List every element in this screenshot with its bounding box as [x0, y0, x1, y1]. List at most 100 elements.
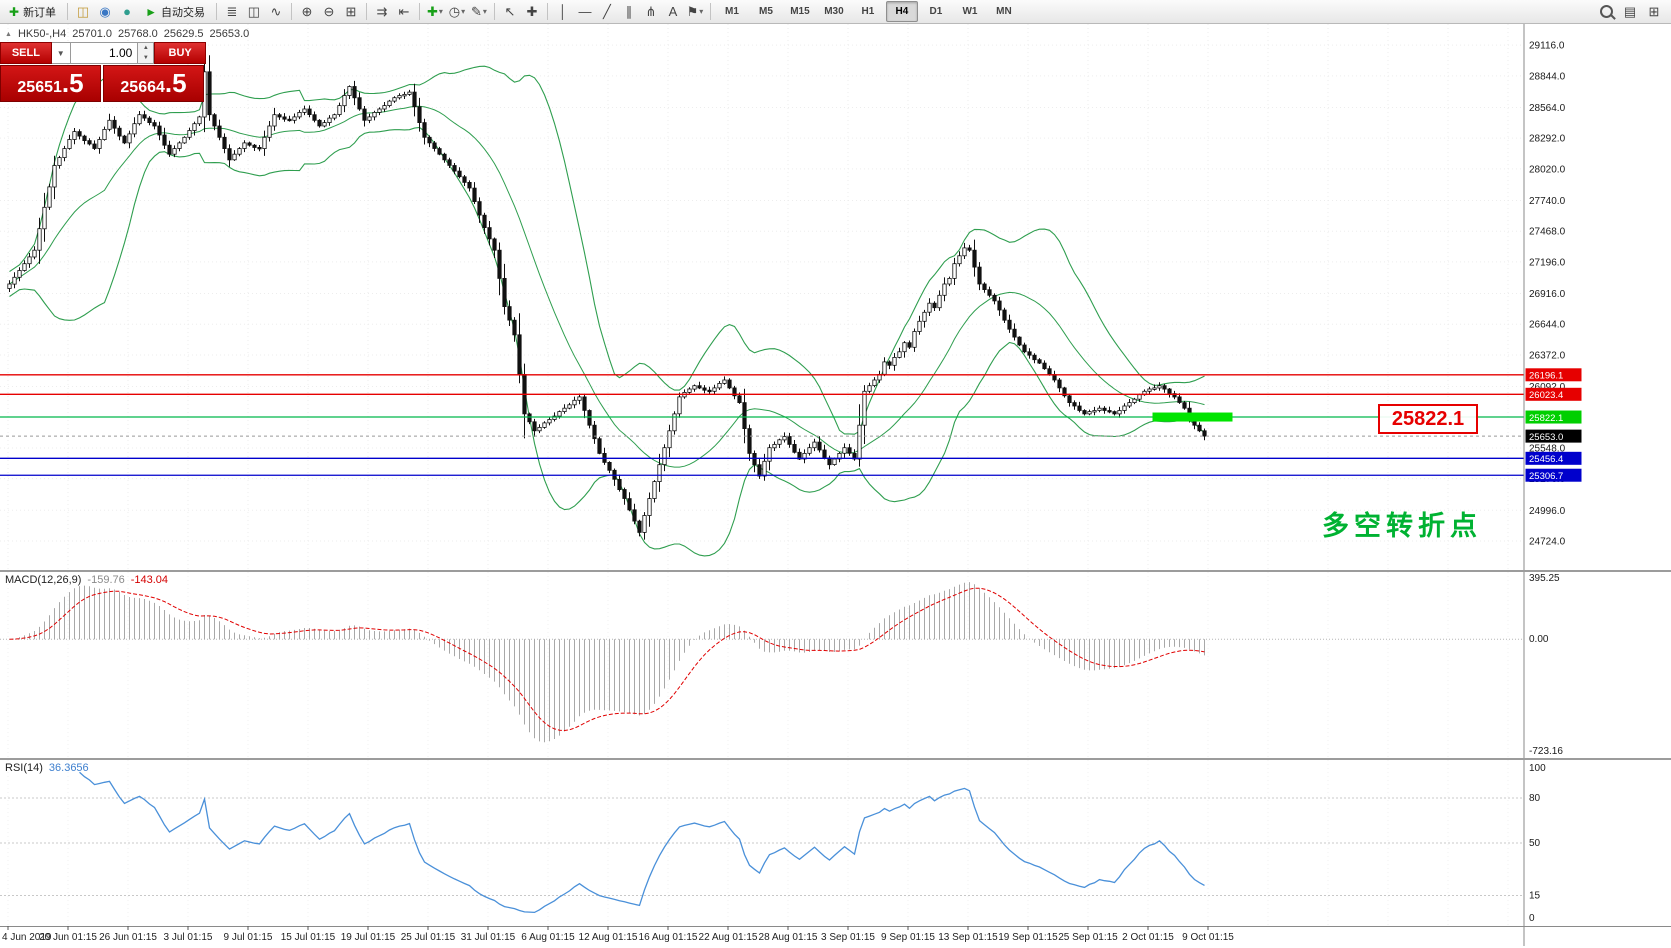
chart-shift-icon: ⇤: [398, 3, 410, 19]
rsi-canvas[interactable]: 100 80 50 15 0: [0, 760, 1671, 926]
level-lines[interactable]: [0, 374, 1524, 476]
time-axis-label: 9 Oct 01:15: [1182, 932, 1234, 943]
time-axis-label: 25 Jul 01:15: [401, 932, 456, 943]
timeframe-d1[interactable]: D1: [929, 6, 943, 17]
indicators-icon[interactable]: ✚ ▾: [424, 2, 446, 22]
zoom-in-icon[interactable]: ⊕: [296, 2, 318, 22]
timeframe-h1[interactable]: H1: [861, 6, 875, 17]
timeframe-m30[interactable]: M30: [824, 6, 844, 17]
toolbar-separator: [290, 3, 292, 20]
vertical-line-icon[interactable]: │: [552, 2, 574, 22]
macd-canvas[interactable]: 395.25 0.00 -723.16: [0, 572, 1671, 758]
price-tag: 25653.0: [1525, 429, 1582, 443]
toolbar-separator: [215, 3, 217, 20]
cursor-icon[interactable]: ↖: [499, 2, 521, 22]
rsi-label: RSI(14) 36.3656: [5, 762, 89, 774]
new-chart-icon[interactable]: ⊞: [1648, 3, 1660, 19]
tile-windows-icon[interactable]: ⊞: [340, 2, 362, 22]
new-order-button-label: 新订单: [23, 6, 57, 19]
price-axis[interactable]: [1524, 24, 1671, 570]
templates-icon[interactable]: ✎ ▾: [468, 2, 490, 22]
chart-high: 25768.0: [118, 28, 158, 40]
zoom-out-icon[interactable]: ⊖: [318, 2, 340, 22]
line-chart-type-icon: ∿: [270, 3, 282, 19]
volume-input[interactable]: 1.00: [70, 42, 139, 64]
sell-button[interactable]: SELL: [0, 42, 52, 64]
time-axis-label: 4 Jun 2019: [2, 932, 52, 943]
bar-chart-type-icon[interactable]: ≣: [221, 2, 243, 22]
rsi-panel[interactable]: 100 80 50 15 0 RSI(14) 36.3656: [0, 760, 1671, 926]
label-flag-icon: ⚑: [686, 3, 699, 19]
indicators-icon: ✚: [426, 3, 438, 19]
svg-text:26644.0: 26644.0: [1529, 320, 1566, 331]
time-axis-label: 25 Sep 01:15: [1058, 932, 1118, 943]
timeframe-m5[interactable]: M5: [759, 6, 773, 17]
autotrading-button[interactable]: ► 自动交易: [138, 2, 212, 22]
dropdown-caret-icon: ▾: [438, 7, 443, 16]
auto-scroll-icon[interactable]: ⇉: [371, 2, 393, 22]
market-watch-icon[interactable]: ●: [116, 2, 138, 22]
price-tag: 25456.4: [1525, 451, 1582, 465]
vertical-line-icon: │: [558, 4, 568, 19]
timeframe-h4[interactable]: H4: [885, 1, 918, 22]
charts-window-icon[interactable]: ◫: [72, 2, 94, 22]
chart-shift-icon[interactable]: ⇤: [393, 2, 415, 22]
svg-text:50: 50: [1529, 838, 1541, 849]
data-window-icon[interactable]: ▤: [1623, 3, 1637, 19]
highlight-bar[interactable]: [1152, 412, 1233, 422]
svg-text:28292.0: 28292.0: [1529, 134, 1566, 145]
timeframe-m15[interactable]: M15: [790, 6, 810, 17]
time-axis-label: 20 Jun 01:15: [39, 932, 97, 943]
timeframe-group: M1 M5 M15 M30 H1 H4 D1 W1 MN: [715, 0, 1021, 23]
macd-panel[interactable]: 395.25 0.00 -723.16 MACD(12,26,9) -159.76 …: [0, 572, 1671, 758]
svg-text:27468.0: 27468.0: [1529, 227, 1566, 238]
time-axis-label: 26 Jun 01:15: [99, 932, 157, 943]
buy-price-button[interactable]: 25664.5: [103, 65, 204, 102]
search-icon[interactable]: [1595, 2, 1617, 22]
svg-text:100: 100: [1529, 763, 1546, 774]
time-axis-label: 9 Jul 01:15: [224, 932, 273, 943]
horizontal-line-icon[interactable]: ―: [574, 2, 596, 22]
trendline-icon: ╱: [603, 3, 611, 19]
label-flag-icon[interactable]: ⚑ ▾: [684, 2, 706, 22]
new-order-button[interactable]: ✚ 新订单: [2, 2, 63, 22]
svg-text:0: 0: [1529, 913, 1535, 924]
svg-text:0.00: 0.00: [1529, 634, 1549, 645]
price-level-callout[interactable]: 25822.1: [1378, 404, 1478, 434]
volume-dropdown[interactable]: ▼: [51, 42, 71, 64]
candles-layer: [7, 55, 1207, 540]
buy-button[interactable]: BUY: [154, 42, 207, 64]
tile-windows-icon: ⊞: [345, 3, 357, 19]
horizontal-line-icon: ―: [578, 4, 592, 19]
fibonacci-icon[interactable]: ⋔: [640, 2, 662, 22]
charts-window-icon: ◫: [76, 3, 90, 19]
svg-text:25306.7: 25306.7: [1529, 471, 1563, 482]
panel-resize-divider[interactable]: [0, 758, 1671, 760]
panel-resize-divider[interactable]: [0, 570, 1671, 572]
main-chart-panel[interactable]: 29116.0 28844.0 28564.0 28292.0 28020.0 27740…: [0, 24, 1671, 570]
periods-icon[interactable]: ◷ ▾: [446, 2, 468, 22]
main-chart-canvas[interactable]: 29116.0 28844.0 28564.0 28292.0 28020.0 27740…: [0, 24, 1671, 570]
turning-point-annotation[interactable]: 多空转折点: [1322, 511, 1482, 541]
crosshair-icon[interactable]: ✚: [521, 2, 543, 22]
candlestick-type-icon[interactable]: ◫: [243, 2, 265, 22]
toolbar-separator: [493, 3, 495, 20]
macd-grid: [0, 572, 1524, 758]
line-chart-type-icon[interactable]: ∿: [265, 2, 287, 22]
channel-icon[interactable]: ∥: [618, 2, 640, 22]
time-axis-panel[interactable]: 4 Jun 2019 20 Jun 01:15 26 Jun 01:15 3 Jul …: [0, 926, 1671, 946]
time-axis-label: 12 Aug 01:15: [579, 932, 638, 943]
timeframe-m1[interactable]: M1: [725, 6, 739, 17]
profiles-icon[interactable]: ◉: [94, 2, 116, 22]
trendline-icon[interactable]: ╱: [596, 2, 618, 22]
volume-stepper[interactable]: ▲ ▼: [138, 42, 155, 64]
time-axis-label: 3 Jul 01:15: [164, 932, 213, 943]
sell-price-button[interactable]: 25651.5: [0, 65, 101, 102]
text-icon[interactable]: A: [662, 2, 684, 22]
channel-icon: ∥: [625, 3, 633, 19]
toolbar-separator: [709, 3, 711, 20]
search-icon: [1599, 5, 1613, 18]
timeframe-mn[interactable]: MN: [996, 6, 1012, 17]
timeframe-w1[interactable]: W1: [962, 6, 978, 17]
